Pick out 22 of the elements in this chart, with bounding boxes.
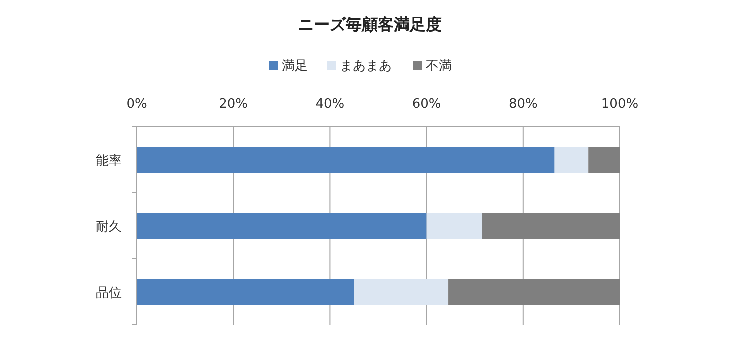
bar — [588, 147, 620, 173]
x-tick-label: 0% — [126, 97, 148, 112]
bar — [137, 213, 427, 239]
y-tick-label: 能率 — [96, 153, 122, 169]
x-tick-label: 80% — [508, 97, 538, 112]
legend-label: 不満 — [426, 59, 452, 74]
bar — [448, 279, 620, 305]
bar — [354, 279, 449, 305]
legend-label: まあまあ — [340, 59, 392, 74]
legend-label: 満足 — [282, 59, 308, 74]
chart-title: ニーズ毎顧客満足度 — [298, 15, 442, 34]
bar — [137, 279, 354, 305]
bar — [426, 213, 482, 239]
x-tick-label: 100% — [601, 97, 639, 112]
x-tick-label: 40% — [316, 97, 345, 112]
x-tick-label: 20% — [219, 97, 248, 112]
bar — [137, 147, 555, 173]
y-tick-label: 耐久 — [96, 220, 122, 235]
bar — [482, 213, 620, 239]
y-tick-label: 品位 — [96, 286, 122, 301]
bar — [554, 147, 589, 173]
x-tick-label: 60% — [412, 97, 442, 112]
